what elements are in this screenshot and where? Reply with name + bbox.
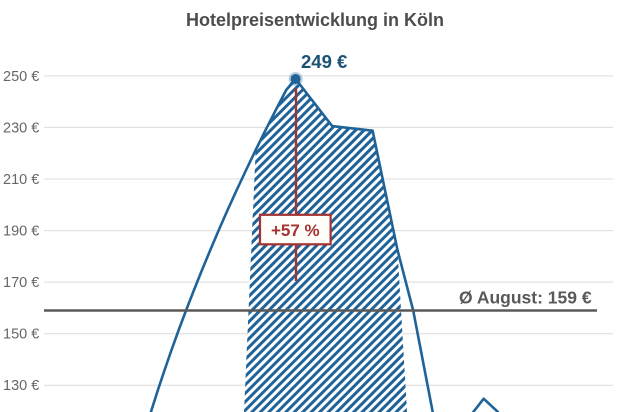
svg-text:190 €: 190 €: [3, 224, 39, 240]
svg-text:Ø August: 159 €: Ø August: 159 €: [459, 288, 592, 308]
svg-text:210 €: 210 €: [3, 172, 39, 188]
svg-text:250 €: 250 €: [3, 69, 39, 85]
svg-text:249 €: 249 €: [301, 51, 347, 72]
svg-text:130 €: 130 €: [3, 378, 39, 394]
svg-text:170 €: 170 €: [3, 275, 39, 291]
svg-text:+57 %: +57 %: [271, 221, 320, 240]
svg-text:230 €: 230 €: [3, 121, 39, 137]
svg-text:150 €: 150 €: [3, 327, 39, 343]
